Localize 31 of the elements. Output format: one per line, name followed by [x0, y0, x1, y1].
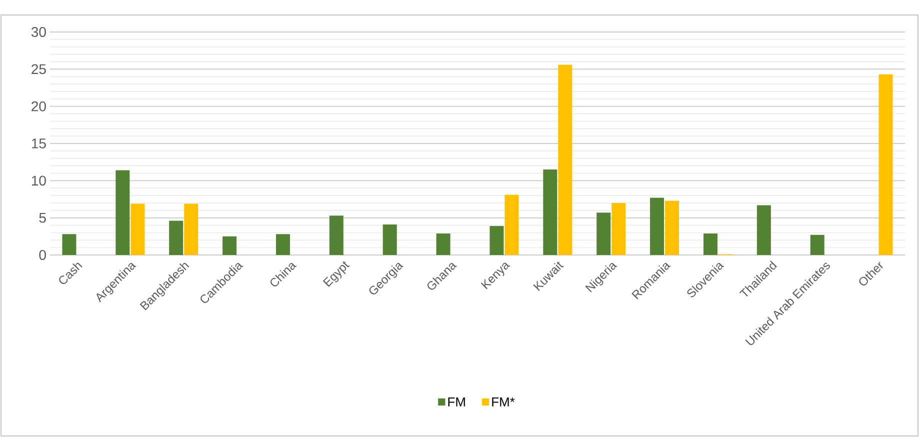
- bar: [184, 204, 198, 255]
- bar: [596, 212, 611, 255]
- y-tick-label: 20: [32, 101, 46, 112]
- y-tick-label: 30: [31, 27, 46, 37]
- bar: [878, 74, 893, 255]
- bar: [650, 198, 664, 255]
- legend-label: FM: [448, 397, 465, 406]
- bar: [276, 234, 290, 255]
- bar: [329, 216, 344, 255]
- bar: [810, 234, 824, 255]
- bar: [490, 226, 504, 255]
- bar: [130, 204, 145, 255]
- bar: [116, 170, 130, 255]
- bar: [703, 233, 718, 255]
- bar: [504, 194, 519, 255]
- bar: [558, 64, 572, 255]
- bar: [665, 200, 680, 255]
- bar: [222, 236, 237, 255]
- bar: [543, 170, 558, 255]
- y-tick-label: 15: [32, 138, 46, 148]
- bar: [382, 224, 397, 255]
- bar: [62, 234, 76, 255]
- y-tick-label: 10: [32, 176, 46, 186]
- bar: [436, 233, 450, 255]
- bar: [169, 220, 184, 255]
- y-tick-label: 5: [39, 212, 46, 223]
- y-tick-label: 25: [32, 64, 46, 74]
- y-tick-label: 0: [39, 250, 46, 260]
- bar: [756, 205, 771, 255]
- legend-label: FM*: [492, 397, 515, 406]
- bar: [612, 202, 626, 255]
